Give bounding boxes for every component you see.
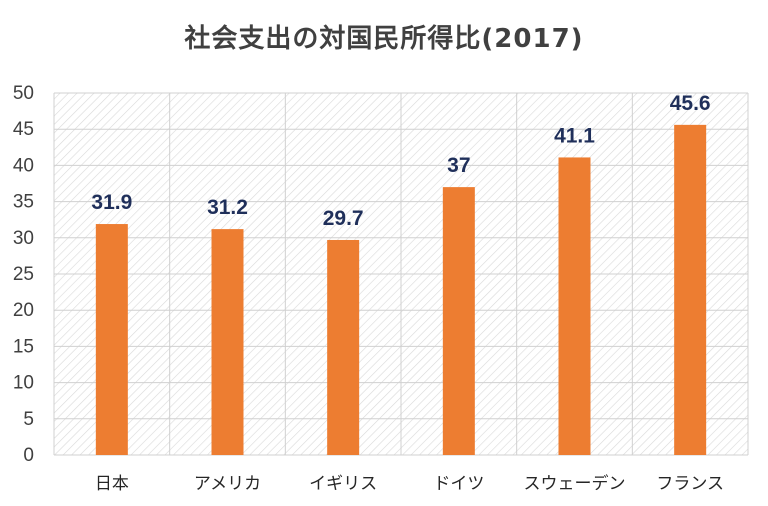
y-tick-label: 15 <box>13 336 34 357</box>
x-tick-label: ドイツ <box>433 474 484 494</box>
gridlines <box>53 92 749 456</box>
x-tick-label: フランス <box>656 474 724 494</box>
y-tick-label: 45 <box>13 119 34 140</box>
bars <box>95 124 707 455</box>
y-tick-label: 35 <box>13 192 34 213</box>
data-label: 31.2 <box>207 196 248 219</box>
chart-title: 社会支出の対国民所得比(2017) <box>184 24 584 54</box>
y-tick-label: 0 <box>23 445 34 466</box>
bar <box>558 157 591 455</box>
data-label: 31.9 <box>91 191 132 214</box>
y-tick-label: 50 <box>13 83 34 104</box>
x-axis: 日本 アメリカ イギリス ドイツ スウェーデン フランス <box>95 473 724 494</box>
bar <box>674 124 707 455</box>
y-axis: 0 5 10 15 20 25 30 35 40 45 50 <box>13 83 34 466</box>
x-tick-label: イギリス <box>309 474 377 494</box>
x-tick-label: アメリカ <box>194 474 261 494</box>
data-label: 41.1 <box>554 124 595 147</box>
data-label: 29.7 <box>323 207 364 230</box>
y-tick-label: 20 <box>13 300 34 321</box>
data-labels: 31.9 31.2 29.7 37 41.1 45.6 <box>91 92 710 230</box>
bar <box>327 239 360 455</box>
y-tick-label: 5 <box>23 409 34 430</box>
y-tick-label: 10 <box>13 373 34 394</box>
bar <box>442 187 475 455</box>
bar <box>211 229 244 455</box>
y-tick-label: 40 <box>13 155 34 176</box>
x-tick-label: 日本 <box>95 474 129 494</box>
y-tick-label: 25 <box>13 264 34 285</box>
x-tick-label: スウェーデン <box>524 473 626 494</box>
data-label: 45.6 <box>670 92 711 115</box>
y-tick-label: 30 <box>13 228 34 249</box>
data-label: 37 <box>447 154 470 177</box>
bar <box>95 224 128 455</box>
